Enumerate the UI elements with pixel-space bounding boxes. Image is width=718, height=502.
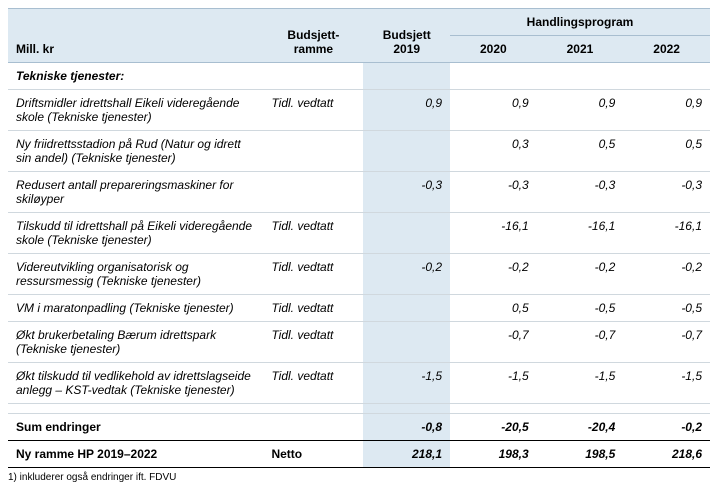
row-desc: Ny friidrettsstadion på Rud (Natur og id… [8, 131, 263, 172]
header-budsjett2019-l1: Budsjett [383, 28, 431, 42]
row-2022: -1,5 [623, 363, 710, 404]
total-2021: 198,5 [537, 441, 624, 468]
header-budsjettramme: Budsjett- ramme [263, 9, 363, 63]
table-row: Videreutvikling organisatorisk og ressur… [8, 254, 710, 295]
row-b2019: -0,3 [363, 172, 450, 213]
row-2022: -0,7 [623, 322, 710, 363]
row-desc: Redusert antall prepareringsmaskiner for… [8, 172, 263, 213]
sum-label: Sum endringer [8, 414, 263, 441]
section-title: Tekniske tjenester: [8, 63, 363, 90]
row-2020: 0,9 [450, 90, 537, 131]
row-ramme: Tidl. vedtatt [263, 90, 363, 131]
row-2022: -16,1 [623, 213, 710, 254]
row-2020: -0,7 [450, 322, 537, 363]
row-2020: 0,5 [450, 295, 537, 322]
header-2022: 2022 [623, 36, 710, 63]
table-row: Redusert antall prepareringsmaskiner for… [8, 172, 710, 213]
row-2021: -16,1 [537, 213, 624, 254]
row-2022: -0,3 [623, 172, 710, 213]
row-desc: Tilskudd til idrettshall på Eikeli vider… [8, 213, 263, 254]
footnote: 1) inkluderer også endringer ift. FDVU [8, 468, 710, 483]
row-2022: 0,5 [623, 131, 710, 172]
row-ramme: Tidl. vedtatt [263, 322, 363, 363]
row-desc: Driftsmidler idrettshall Eikeli videregå… [8, 90, 263, 131]
row-b2019: -1,5 [363, 363, 450, 404]
section-title-row: Tekniske tjenester: [8, 63, 710, 90]
row-2021: 0,5 [537, 131, 624, 172]
row-b2019 [363, 131, 450, 172]
row-2021: -0,2 [537, 254, 624, 295]
row-b2019 [363, 213, 450, 254]
row-2021: -0,5 [537, 295, 624, 322]
row-b2019: 0,9 [363, 90, 450, 131]
sum-2021: -20,4 [537, 414, 624, 441]
row-desc: VM i maratonpadling (Tekniske tjenester) [8, 295, 263, 322]
row-ramme [263, 172, 363, 213]
total-2020: 198,3 [450, 441, 537, 468]
header-2020: 2020 [450, 36, 537, 63]
row-2020: -0,3 [450, 172, 537, 213]
total-2022: 218,6 [623, 441, 710, 468]
sum-2020: -20,5 [450, 414, 537, 441]
table-row: Ny friidrettsstadion på Rud (Natur og id… [8, 131, 710, 172]
header-budsjettramme-l1: Budsjett- [287, 28, 339, 42]
total-b2019: 218,1 [363, 441, 450, 468]
header-budsjett2019-l2: 2019 [393, 42, 420, 56]
row-2020: -16,1 [450, 213, 537, 254]
row-2020: 0,3 [450, 131, 537, 172]
total-label: Ny ramme HP 2019–2022 [8, 441, 263, 468]
table-row: VM i maratonpadling (Tekniske tjenester)… [8, 295, 710, 322]
row-ramme [263, 131, 363, 172]
row-2021: -1,5 [537, 363, 624, 404]
row-b2019 [363, 295, 450, 322]
row-b2019: -0,2 [363, 254, 450, 295]
budget-table: Mill. kr Budsjett- ramme Budsjett 2019 H… [8, 8, 710, 468]
row-2022: 0,9 [623, 90, 710, 131]
row-desc: Økt tilskudd til vedlikehold av idrettsl… [8, 363, 263, 404]
row-desc: Økt brukerbetaling Bærum idrettspark (Te… [8, 322, 263, 363]
row-ramme: Tidl. vedtatt [263, 254, 363, 295]
row-b2019 [363, 322, 450, 363]
header-budsjett-2019: Budsjett 2019 [363, 9, 450, 63]
header-handlingsprogram: Handlingsprogram [450, 9, 710, 36]
sum-b2019: -0,8 [363, 414, 450, 441]
spacer-row [8, 404, 710, 414]
table-row: Økt tilskudd til vedlikehold av idrettsl… [8, 363, 710, 404]
total-row: Ny ramme HP 2019–2022Netto218,1198,3198,… [8, 441, 710, 468]
row-desc: Videreutvikling organisatorisk og ressur… [8, 254, 263, 295]
sum-row: Sum endringer -0,8-20,5-20,4-0,2 [8, 414, 710, 441]
header-budsjettramme-l2: ramme [294, 42, 333, 56]
row-ramme: Tidl. vedtatt [263, 295, 363, 322]
sum-2022: -0,2 [623, 414, 710, 441]
row-2021: -0,7 [537, 322, 624, 363]
row-2022: -0,5 [623, 295, 710, 322]
header-mill: Mill. kr [8, 9, 263, 63]
total-ramme: Netto [263, 441, 363, 468]
table-row: Driftsmidler idrettshall Eikeli videregå… [8, 90, 710, 131]
row-2020: -0,2 [450, 254, 537, 295]
table-row: Økt brukerbetaling Bærum idrettspark (Te… [8, 322, 710, 363]
row-2021: -0,3 [537, 172, 624, 213]
row-2022: -0,2 [623, 254, 710, 295]
row-2021: 0,9 [537, 90, 624, 131]
table-row: Tilskudd til idrettshall på Eikeli vider… [8, 213, 710, 254]
row-2020: -1,5 [450, 363, 537, 404]
header-2021: 2021 [537, 36, 624, 63]
row-ramme: Tidl. vedtatt [263, 213, 363, 254]
row-ramme: Tidl. vedtatt [263, 363, 363, 404]
